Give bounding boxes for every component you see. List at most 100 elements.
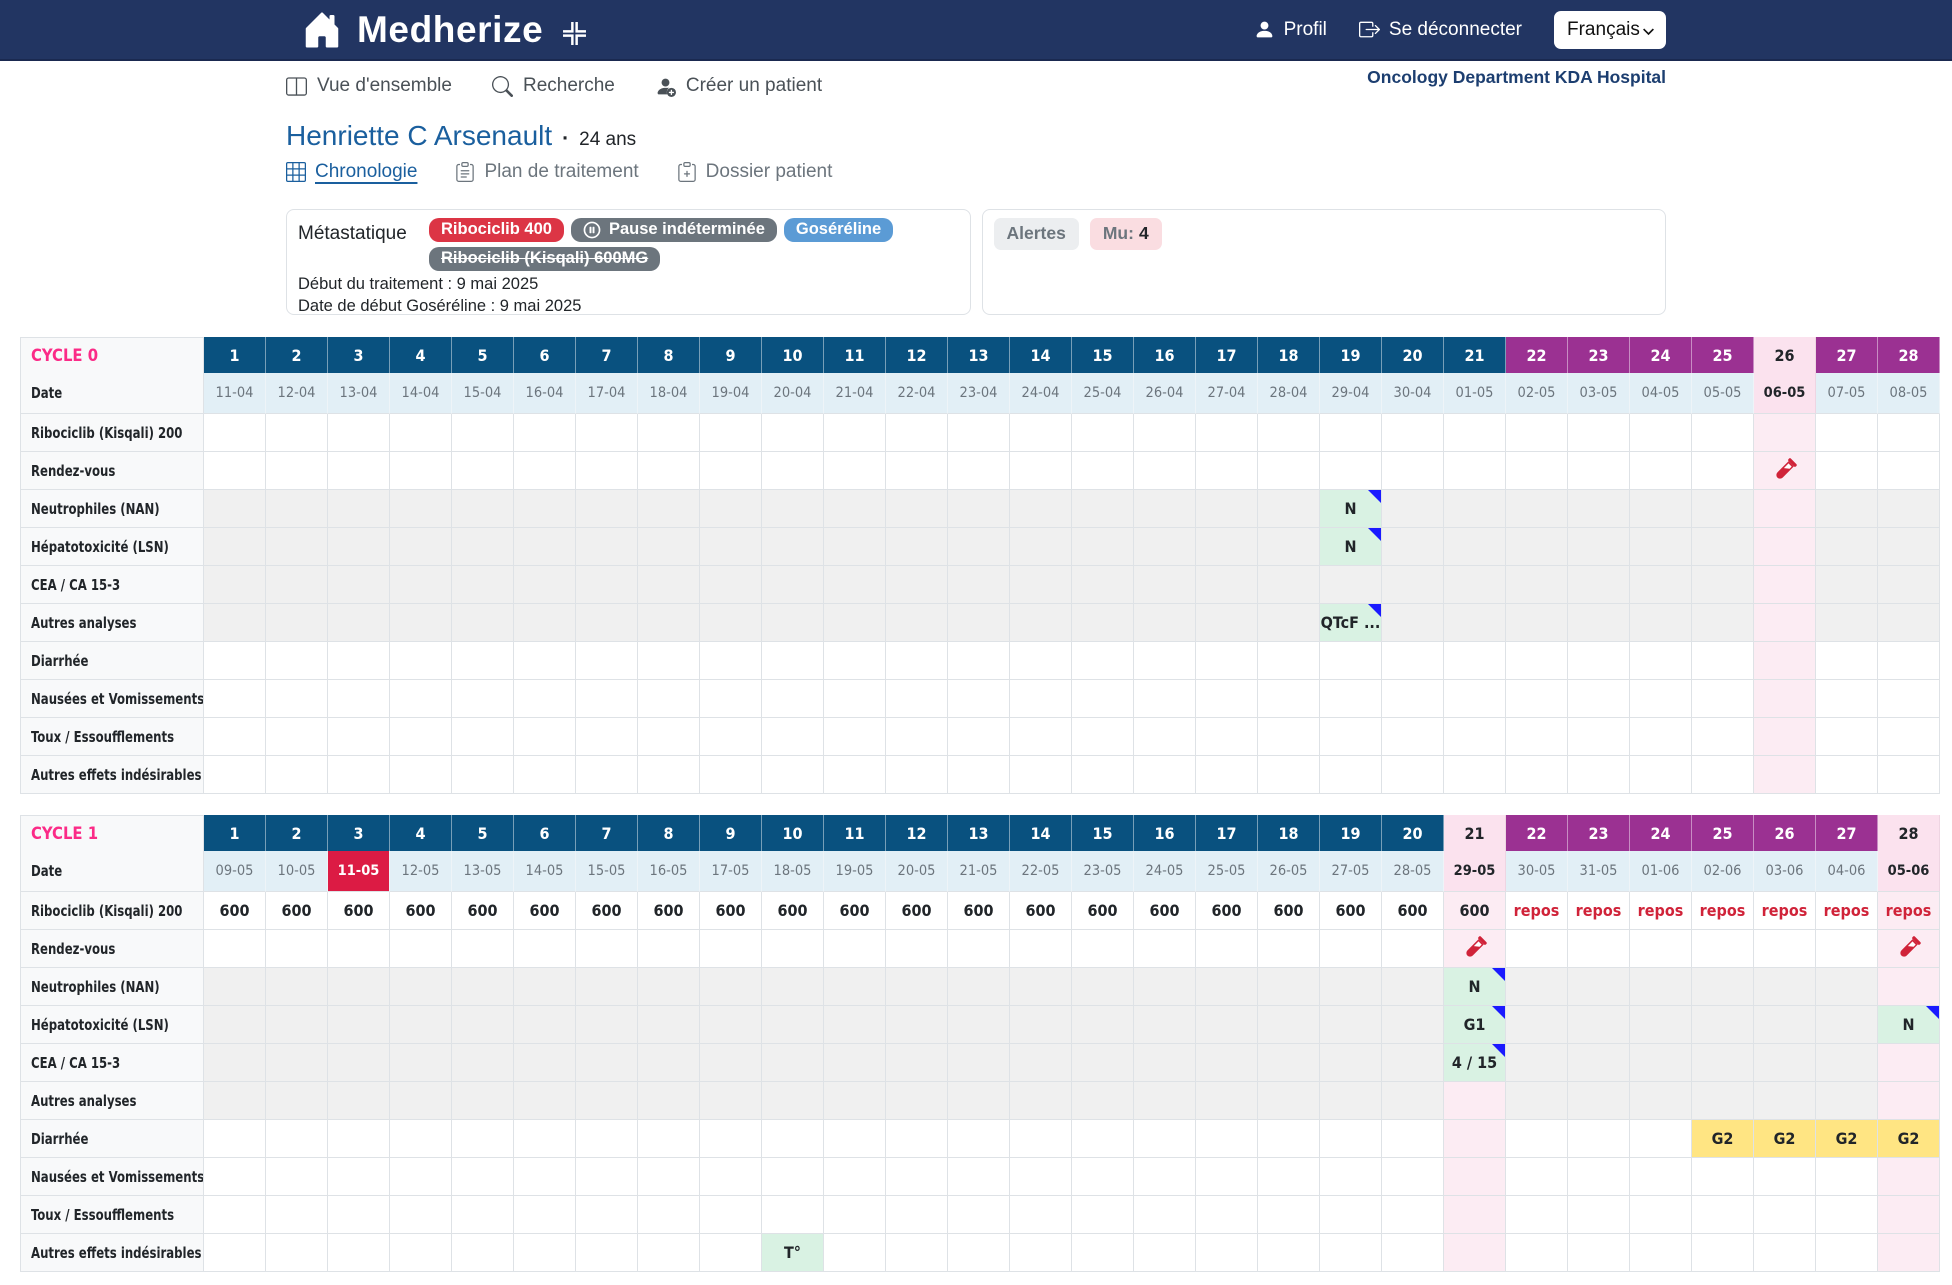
grid-cell[interactable] bbox=[1816, 604, 1878, 642]
grid-cell[interactable] bbox=[1258, 1044, 1320, 1082]
grid-cell[interactable] bbox=[1692, 968, 1754, 1006]
grid-cell[interactable] bbox=[514, 490, 576, 528]
dose-cell[interactable]: 600 bbox=[1258, 892, 1320, 930]
grid-cell[interactable] bbox=[390, 1006, 452, 1044]
grid-cell[interactable] bbox=[204, 414, 266, 452]
grid-cell[interactable] bbox=[1568, 566, 1630, 604]
grid-cell[interactable] bbox=[514, 452, 576, 490]
grid-cell[interactable] bbox=[1568, 452, 1630, 490]
grid-cell[interactable] bbox=[576, 452, 638, 490]
grid-cell[interactable] bbox=[1320, 718, 1382, 756]
side-effect-cell[interactable]: G2 bbox=[1692, 1120, 1754, 1158]
grid-cell[interactable] bbox=[886, 1044, 948, 1082]
grid-cell[interactable] bbox=[1072, 930, 1134, 968]
grid-cell[interactable] bbox=[824, 1082, 886, 1120]
grid-cell[interactable] bbox=[886, 718, 948, 756]
grid-cell[interactable] bbox=[1692, 1196, 1754, 1234]
grid-cell[interactable] bbox=[1196, 680, 1258, 718]
grid-cell[interactable] bbox=[700, 1044, 762, 1082]
lab-result-cell[interactable]: 4 / 15 bbox=[1444, 1044, 1506, 1082]
grid-cell[interactable] bbox=[700, 528, 762, 566]
side-effect-cell[interactable]: G2 bbox=[1878, 1120, 1940, 1158]
grid-cell[interactable] bbox=[328, 1120, 390, 1158]
grid-cell[interactable] bbox=[886, 1196, 948, 1234]
grid-cell[interactable] bbox=[1196, 604, 1258, 642]
grid-cell[interactable] bbox=[1816, 680, 1878, 718]
grid-cell[interactable] bbox=[1692, 1006, 1754, 1044]
grid-cell[interactable] bbox=[328, 1006, 390, 1044]
grid-cell[interactable] bbox=[886, 968, 948, 1006]
grid-cell[interactable] bbox=[514, 968, 576, 1006]
grid-cell[interactable] bbox=[1382, 414, 1444, 452]
grid-cell[interactable] bbox=[1816, 1044, 1878, 1082]
grid-cell[interactable] bbox=[1134, 968, 1196, 1006]
grid-cell[interactable] bbox=[1134, 680, 1196, 718]
grid-cell[interactable] bbox=[1630, 414, 1692, 452]
grid-cell[interactable] bbox=[1258, 642, 1320, 680]
tab-chronologie[interactable]: Chronologie bbox=[286, 161, 417, 183]
grid-cell[interactable] bbox=[638, 452, 700, 490]
grid-cell[interactable] bbox=[452, 718, 514, 756]
grid-cell[interactable] bbox=[514, 1234, 576, 1272]
grid-cell[interactable] bbox=[1506, 968, 1568, 1006]
grid-cell[interactable] bbox=[514, 1006, 576, 1044]
grid-cell[interactable] bbox=[204, 930, 266, 968]
grid-cell[interactable] bbox=[1816, 1196, 1878, 1234]
grid-cell[interactable] bbox=[1072, 414, 1134, 452]
grid-cell[interactable] bbox=[1072, 452, 1134, 490]
grid-cell[interactable] bbox=[700, 718, 762, 756]
grid-cell[interactable] bbox=[1568, 718, 1630, 756]
grid-cell[interactable] bbox=[1692, 680, 1754, 718]
grid-cell[interactable] bbox=[204, 718, 266, 756]
grid-cell[interactable] bbox=[1320, 1006, 1382, 1044]
grid-cell[interactable] bbox=[266, 968, 328, 1006]
dose-cell[interactable]: 600 bbox=[328, 892, 390, 930]
grid-cell[interactable] bbox=[700, 968, 762, 1006]
grid-cell[interactable] bbox=[1072, 566, 1134, 604]
dose-cell[interactable]: 600 bbox=[1072, 892, 1134, 930]
grid-cell[interactable] bbox=[1754, 968, 1816, 1006]
grid-cell[interactable] bbox=[1754, 930, 1816, 968]
grid-cell[interactable] bbox=[204, 452, 266, 490]
grid-cell[interactable] bbox=[1568, 1082, 1630, 1120]
grid-cell[interactable] bbox=[1568, 1044, 1630, 1082]
grid-cell[interactable] bbox=[1816, 566, 1878, 604]
dose-cell[interactable]: 600 bbox=[886, 892, 948, 930]
grid-cell[interactable] bbox=[390, 452, 452, 490]
treatment-badge[interactable]: Pause indéterminée bbox=[570, 218, 777, 242]
grid-cell[interactable] bbox=[1444, 1234, 1506, 1272]
grid-cell[interactable] bbox=[1196, 566, 1258, 604]
grid-cell[interactable] bbox=[1506, 1006, 1568, 1044]
grid-cell[interactable] bbox=[514, 930, 576, 968]
grid-cell[interactable] bbox=[1506, 1044, 1568, 1082]
grid-cell[interactable] bbox=[1568, 528, 1630, 566]
grid-cell[interactable] bbox=[1568, 1196, 1630, 1234]
grid-cell[interactable] bbox=[1072, 756, 1134, 794]
grid-cell[interactable] bbox=[204, 1006, 266, 1044]
grid-cell[interactable] bbox=[576, 528, 638, 566]
grid-cell[interactable] bbox=[700, 490, 762, 528]
grid-cell[interactable] bbox=[576, 718, 638, 756]
grid-cell[interactable] bbox=[452, 1158, 514, 1196]
grid-cell[interactable] bbox=[266, 1006, 328, 1044]
grid-cell[interactable] bbox=[1444, 604, 1506, 642]
grid-cell[interactable] bbox=[1010, 642, 1072, 680]
rest-day-cell[interactable]: repos bbox=[1692, 892, 1754, 930]
grid-cell[interactable] bbox=[266, 1044, 328, 1082]
grid-cell[interactable] bbox=[638, 718, 700, 756]
grid-cell[interactable] bbox=[204, 968, 266, 1006]
grid-cell[interactable] bbox=[1134, 604, 1196, 642]
grid-cell[interactable] bbox=[1506, 1158, 1568, 1196]
grid-cell[interactable] bbox=[1878, 528, 1940, 566]
grid-cell[interactable] bbox=[390, 1120, 452, 1158]
grid-cell[interactable] bbox=[514, 414, 576, 452]
grid-cell[interactable] bbox=[1196, 930, 1258, 968]
grid-cell[interactable] bbox=[1692, 528, 1754, 566]
grid-cell[interactable] bbox=[390, 1234, 452, 1272]
grid-cell[interactable] bbox=[948, 968, 1010, 1006]
appointment-cell[interactable] bbox=[1754, 452, 1816, 490]
grid-cell[interactable] bbox=[1196, 1234, 1258, 1272]
grid-cell[interactable] bbox=[1010, 756, 1072, 794]
grid-cell[interactable] bbox=[700, 1120, 762, 1158]
grid-cell[interactable] bbox=[576, 930, 638, 968]
